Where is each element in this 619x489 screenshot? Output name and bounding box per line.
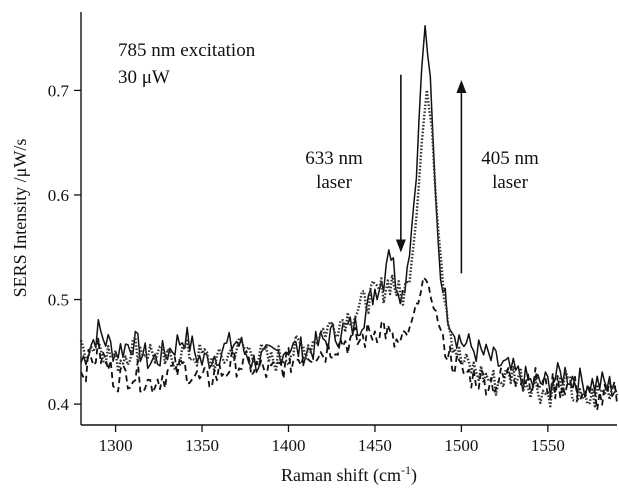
y-tick-label: 0.7	[48, 81, 70, 100]
y-ticks: 0.4 0.5 0.6 0.7	[48, 81, 81, 414]
annotation-405-laser-1: 405 nm	[481, 148, 539, 169]
y-tick-label: 0.6	[48, 186, 69, 205]
plot-lines	[79, 24, 619, 411]
x-tick-label: 1500	[444, 436, 478, 455]
y-tick-label: 0.4	[48, 395, 70, 414]
annotation-power: 30 μW	[118, 67, 170, 88]
x-tick-label: 1350	[185, 436, 219, 455]
x-tick-label: 1400	[271, 436, 305, 455]
annotation-633-laser-2: laser	[316, 172, 353, 193]
y-tick-label: 0.5	[48, 291, 69, 310]
down-arrow	[395, 74, 406, 253]
annotation-excitation: 785 nm excitation	[118, 40, 256, 61]
axes	[80, 12, 617, 426]
series-line-dashed	[80, 276, 618, 411]
x-tick-label: 1450	[358, 436, 392, 455]
annotation-633-laser-1: 633 nm	[305, 148, 363, 169]
arrows	[395, 74, 467, 274]
x-tick-label: 1550	[531, 436, 565, 455]
series-line-dotted	[79, 88, 619, 408]
up-arrow	[456, 79, 467, 274]
y-axis-title: SERS Intensity /μW/s	[10, 139, 30, 298]
x-ticks: 1300 1350 1400 1450 1500 1550	[99, 425, 565, 455]
x-axis-title: Raman shift (cm-1)	[281, 463, 417, 486]
x-tick-label: 1300	[99, 436, 133, 455]
annotation-405-laser-2: laser	[492, 172, 529, 193]
